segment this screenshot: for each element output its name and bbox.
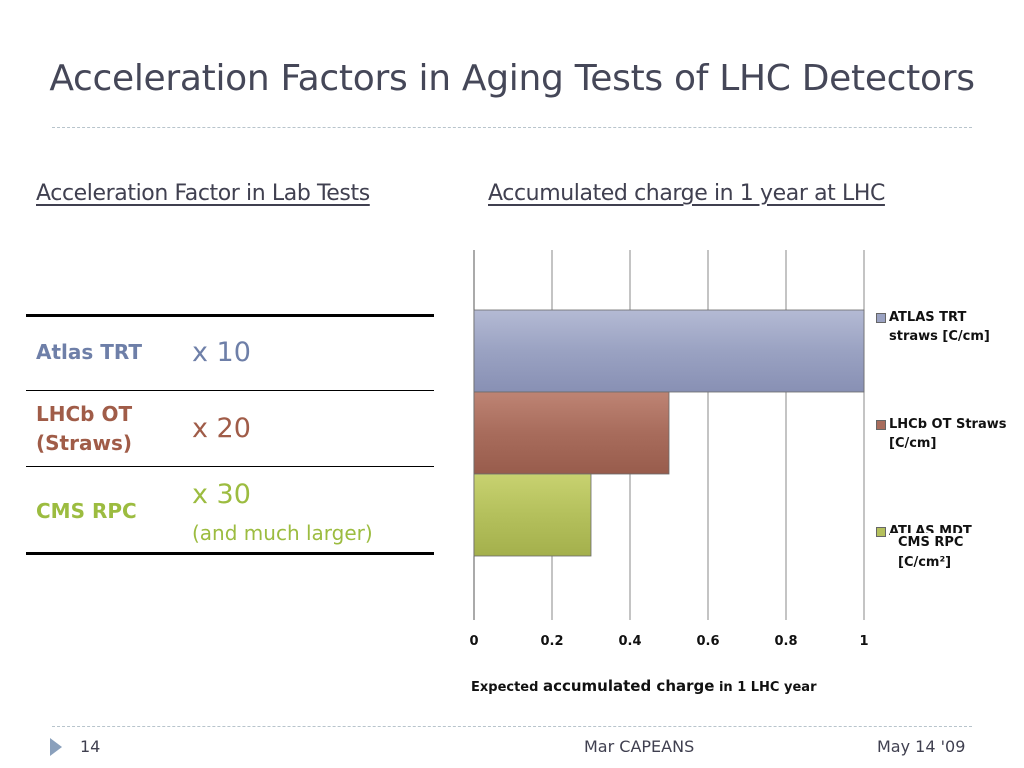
legend-swatch [876, 313, 886, 323]
legend-swatch [876, 527, 886, 537]
row-note: (and much larger) [192, 521, 373, 545]
table-row-divider [26, 466, 434, 467]
footer-author: Mar CAPEANS [584, 737, 695, 756]
row-value: x 10 [192, 337, 251, 368]
top-divider [52, 127, 972, 128]
legend-label: LHCb OT Straws [C/cm] [889, 417, 1007, 451]
left-heading: Acceleration Factor in Lab Tests [36, 181, 370, 206]
x-axis-title: Expected accumulated charge in 1 LHC yea… [471, 677, 817, 695]
bar-2 [473, 473, 592, 557]
row-name: LHCb OT (Straws) [36, 402, 133, 455]
bar-1 [473, 391, 670, 475]
legend-overlay-box [890, 533, 974, 575]
bar-0 [473, 309, 865, 393]
row-name: CMS RPC [36, 499, 137, 523]
slide-title: Acceleration Factors in Aging Tests of L… [49, 58, 975, 99]
legend-swatch [876, 420, 886, 430]
x-tick-label: 1 [859, 634, 868, 649]
charge-bar-chart: 0 0.2 0.4 0.6 0.8 1 [469, 250, 869, 649]
x-tick-label: 0.8 [774, 634, 797, 649]
x-tick-label: 0.2 [540, 634, 563, 649]
bullet-triangle-icon [50, 738, 62, 756]
row-value: x 20 [192, 413, 251, 444]
row-value: x 30 [192, 479, 251, 510]
footer-date: May 14 '09 [877, 737, 966, 756]
table-bottom-rule [26, 552, 434, 555]
table-row-divider [26, 390, 434, 391]
legend-label: ATLAS TRT straws [C/cm] [889, 310, 990, 344]
x-tick-label: 0 [469, 634, 478, 649]
bottom-divider [52, 726, 972, 727]
legend-overlay-cms-rpc: CMS RPC [C/cm²] [898, 535, 964, 570]
table-top-rule [26, 314, 434, 317]
row-name: Atlas TRT [36, 340, 143, 364]
right-heading: Accumulated charge in 1 year at LHC [488, 181, 885, 206]
page-number: 14 [80, 737, 101, 756]
x-tick-label: 0.6 [696, 634, 719, 649]
x-tick-label: 0.4 [618, 634, 641, 649]
